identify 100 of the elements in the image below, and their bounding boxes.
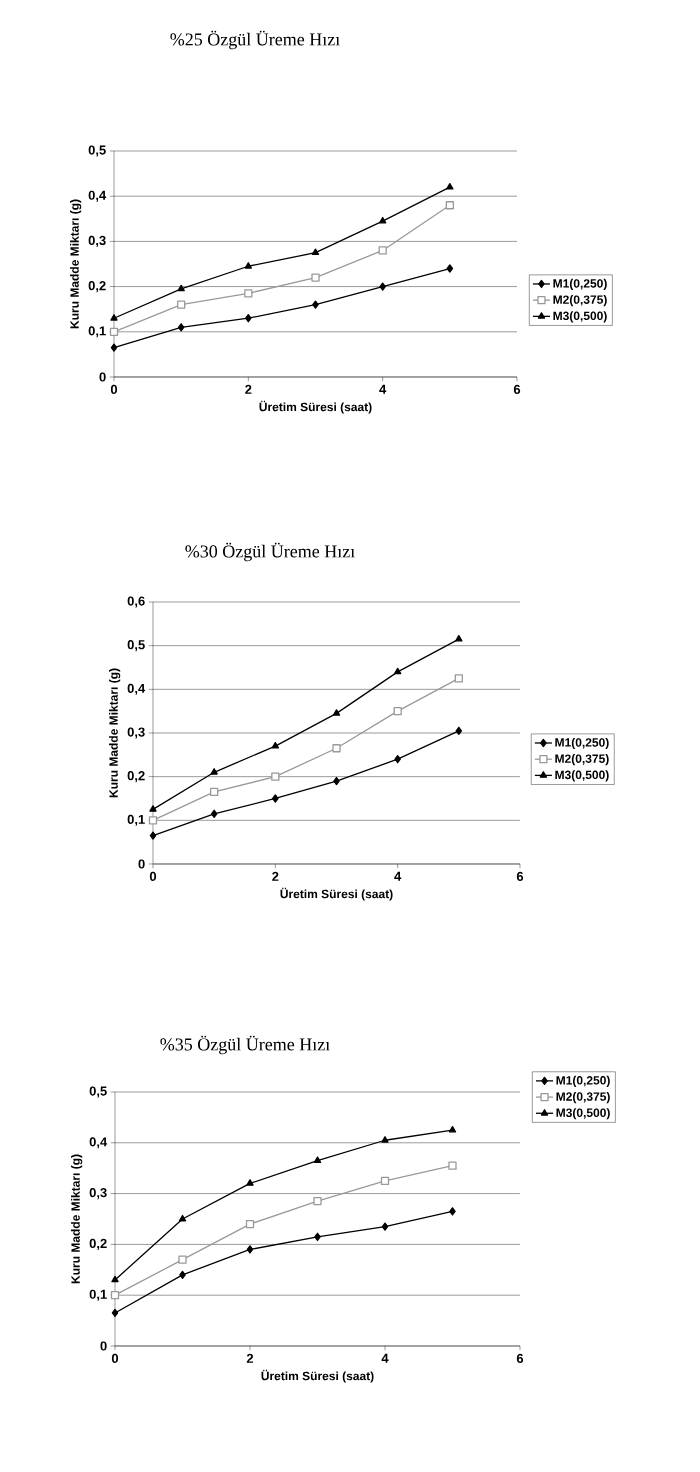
point <box>109 327 119 336</box>
x-tick-label: 6 <box>513 384 521 394</box>
point <box>244 289 253 298</box>
chart-title: %35 Özgül Üreme Hızı <box>160 1035 330 1055</box>
chart-title: %30 Özgül Üreme Hızı <box>185 542 355 562</box>
point <box>149 805 157 812</box>
x-tick-label: 0 <box>149 871 157 881</box>
legend-label: M1(0,250) <box>553 278 607 291</box>
legend-label: M2(0,375) <box>556 1091 610 1104</box>
x-tick-label: 6 <box>516 871 524 881</box>
y-tick-label: 0,2 <box>89 1238 107 1250</box>
point <box>210 809 218 818</box>
point <box>244 262 253 269</box>
y-tick-label: 0,2 <box>88 281 106 293</box>
x-tick-label: 4 <box>394 871 402 881</box>
x-tick-label: 2 <box>245 384 252 394</box>
x-tick-label: 0 <box>111 1353 119 1363</box>
point <box>110 1291 120 1300</box>
point <box>271 772 280 781</box>
chart-title: %25 Özgül Üreme Hızı <box>170 30 340 50</box>
point <box>446 183 454 190</box>
legend-label: M2(0,375) <box>555 754 609 766</box>
point <box>245 1219 255 1229</box>
x-tick-label: 4 <box>381 1353 389 1363</box>
y-tick-label: 0,4 <box>89 1137 108 1149</box>
point <box>381 1222 389 1231</box>
point <box>332 709 341 716</box>
x-tick-label: 0 <box>110 384 118 394</box>
point <box>110 343 118 352</box>
point <box>381 1136 389 1143</box>
point <box>177 300 186 309</box>
y-tick-label: 0 <box>100 1341 107 1351</box>
point <box>393 667 402 675</box>
y-tick-label: 0,1 <box>88 326 106 338</box>
point <box>148 816 158 825</box>
point <box>379 282 386 291</box>
point <box>446 264 454 273</box>
legend-label: M3(0,500) <box>555 770 609 782</box>
point <box>178 1255 187 1264</box>
point <box>455 634 463 642</box>
point <box>449 1207 456 1216</box>
point <box>110 314 118 321</box>
point <box>333 776 340 786</box>
point <box>455 726 463 735</box>
point <box>177 284 185 292</box>
point <box>149 831 157 840</box>
y-tick-label: 0,2 <box>127 771 145 783</box>
point <box>246 1179 254 1186</box>
y-tick-label: 0,5 <box>89 1086 107 1098</box>
y-tick-label: 0,3 <box>88 235 106 247</box>
legend-label: M1(0,250) <box>556 1075 610 1087</box>
y-tick-label: 0,1 <box>89 1289 107 1301</box>
point <box>378 246 387 255</box>
point <box>246 1245 254 1254</box>
point <box>394 755 401 764</box>
point <box>313 1197 322 1206</box>
point <box>272 794 279 803</box>
y-tick-label: 0,1 <box>127 814 145 826</box>
y-axis-title: Kuru Madde Miktarı (g) <box>109 668 121 798</box>
point <box>314 1232 321 1241</box>
point <box>448 1161 457 1170</box>
point <box>210 787 219 797</box>
y-tick-label: 0,6 <box>127 596 145 608</box>
y-tick-label: 0 <box>138 859 145 869</box>
point <box>311 273 320 282</box>
x-tick-label: 4 <box>379 384 387 394</box>
y-tick-label: 0,3 <box>89 1188 107 1200</box>
legend-label: M1(0,250) <box>555 737 609 750</box>
point <box>312 300 319 309</box>
x-axis-title: Üretim Süresi (saat) <box>280 887 393 901</box>
point <box>445 201 454 210</box>
x-tick-label: 6 <box>516 1353 524 1363</box>
point <box>210 768 218 775</box>
point <box>393 707 402 716</box>
point <box>454 674 463 683</box>
point <box>178 1214 187 1222</box>
point <box>245 314 252 323</box>
point <box>313 1156 322 1163</box>
point <box>378 216 387 224</box>
point <box>177 323 185 332</box>
point <box>332 744 341 753</box>
point <box>311 248 320 256</box>
point <box>271 741 280 749</box>
y-tick-label: 0,4 <box>127 683 146 695</box>
point <box>380 1176 390 1186</box>
x-axis-title: Üretim Süresi (saat) <box>259 400 372 414</box>
y-tick-label: 0,4 <box>88 190 107 202</box>
y-axis-title: Kuru Madde Miktarı (g) <box>70 199 82 329</box>
point <box>111 1308 119 1318</box>
x-tick-label: 2 <box>272 871 279 881</box>
legend-label: M3(0,500) <box>553 311 607 323</box>
y-tick-label: 0,5 <box>88 145 106 157</box>
legend-label: M3(0,500) <box>556 1108 610 1120</box>
y-axis-title: Kuru Madde Miktarı (g) <box>71 1154 83 1284</box>
legend-label: M2(0,375) <box>553 295 607 307</box>
y-tick-label: 0 <box>99 372 106 382</box>
x-axis-title: Üretim Süresi (saat) <box>261 1369 374 1383</box>
point <box>179 1270 186 1280</box>
y-tick-label: 0,3 <box>127 727 145 739</box>
point <box>111 1275 119 1283</box>
